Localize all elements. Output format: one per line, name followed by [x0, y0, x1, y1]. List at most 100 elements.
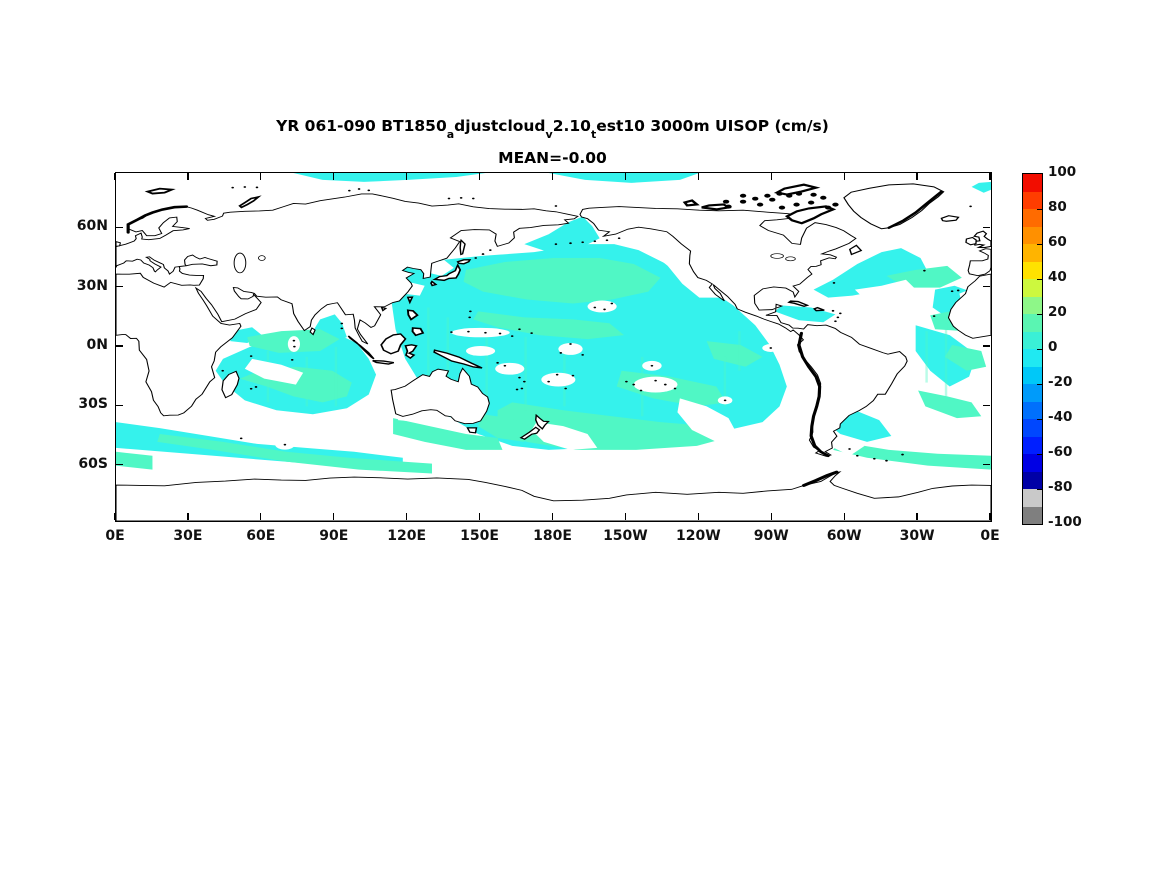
tick-mark: [114, 173, 116, 180]
map-shape: [467, 330, 470, 333]
contour-fill-region: [130, 362, 155, 405]
map-shape: [848, 448, 851, 450]
map-shape: [739, 193, 747, 198]
map-shape: [723, 399, 727, 402]
colorbar-segment: [1023, 489, 1042, 507]
colorbar-tick-mark: [1037, 418, 1042, 420]
contour-fill-region: [626, 232, 722, 298]
contour-fill-region: [473, 311, 624, 340]
map-shape: [795, 191, 803, 196]
colorbar-tick-mark: [1037, 243, 1042, 245]
contour-fill-region: [524, 337, 527, 411]
colorbar-segment: [1023, 261, 1042, 279]
map-shape: [593, 240, 597, 243]
x-axis-tick-label: 30W: [899, 528, 935, 544]
map-shape: [769, 197, 776, 202]
tick-mark: [770, 513, 772, 520]
map-shape: [820, 195, 827, 200]
map-shape: [347, 189, 351, 192]
coastline-path: [940, 215, 960, 222]
tick-mark: [333, 173, 335, 180]
map-shape: [901, 453, 904, 456]
map-shape: [488, 249, 492, 252]
tick-mark: [551, 173, 554, 180]
map-shape: [450, 331, 453, 334]
map-shape: [832, 282, 836, 284]
world-contour-map: [116, 173, 991, 521]
colorbar-segment: [1023, 331, 1042, 349]
colorbar-tick-mark: [1037, 383, 1042, 385]
map-shape: [605, 239, 609, 242]
coastline-path: [947, 273, 991, 339]
tick-mark: [624, 513, 626, 520]
map-shape: [495, 362, 525, 375]
map-shape: [503, 364, 507, 367]
coastline-path: [843, 183, 945, 230]
map-shape: [950, 290, 954, 293]
map-shape: [824, 205, 832, 210]
colorbar-tick-mark: [1037, 208, 1042, 210]
x-axis-tick-label: 180E: [533, 528, 572, 544]
colorbar-segment: [1023, 419, 1042, 437]
coastline-path: [456, 259, 472, 265]
contour-fill-region: [918, 390, 982, 419]
contour-fill-region: [531, 422, 598, 450]
map-shape: [221, 369, 225, 372]
contour-fill-region: [925, 331, 928, 383]
map-shape: [468, 316, 471, 319]
contour-fill-region: [677, 398, 739, 442]
colorbar-segment: [1023, 401, 1042, 419]
map-shape: [471, 197, 475, 200]
coastline-path: [411, 327, 425, 337]
coastline-path: [682, 199, 700, 207]
contour-fill-region: [116, 451, 153, 470]
colorbar-tick-mark: [1037, 278, 1042, 280]
colorbar-tick-label: 0: [1048, 339, 1058, 355]
colorbar-tick-mark: [1037, 348, 1042, 350]
map-shape: [569, 242, 572, 245]
tick-mark: [116, 286, 123, 288]
tick-mark: [116, 404, 123, 406]
colorbar-segment: [1023, 314, 1042, 332]
map-shape: [518, 328, 521, 331]
map-shape: [290, 358, 294, 361]
coastline-path: [519, 426, 541, 440]
map-shape: [287, 336, 300, 352]
map-shape: [231, 186, 235, 189]
coastline-path: [372, 359, 395, 365]
map-shape: [581, 241, 585, 244]
y-axis-tick-label: 0N: [86, 337, 108, 353]
contour-fill-region: [210, 404, 279, 429]
colorbar-segment: [1023, 244, 1042, 262]
map-shape: [872, 457, 876, 460]
tick-mark: [983, 404, 990, 406]
map-shape: [654, 379, 657, 382]
contour-fill-region: [157, 434, 432, 474]
tick-mark: [697, 173, 699, 180]
coastline-path: [812, 306, 825, 312]
colorbar-segment: [1023, 436, 1042, 454]
map-shape: [836, 316, 840, 319]
coastline-path: [972, 230, 991, 249]
colorbar-tick-mark: [1037, 313, 1042, 315]
x-axis-tick-label: 150W: [603, 528, 648, 544]
contour-fill-region: [293, 173, 486, 182]
map-shape: [956, 289, 960, 292]
map-shape: [554, 205, 558, 207]
map-shape: [340, 327, 344, 330]
tick-mark: [478, 173, 481, 180]
coastline-path: [221, 370, 240, 399]
tick-mark: [983, 464, 990, 466]
map-shape: [810, 192, 817, 197]
map-shape: [786, 193, 793, 198]
map-shape: [484, 331, 487, 334]
tick-mark: [406, 513, 408, 520]
map-shape: [855, 454, 859, 457]
map-shape: [610, 302, 614, 305]
tick-mark: [770, 173, 772, 180]
map-shape: [559, 352, 563, 354]
colorbar-segment: [1023, 296, 1042, 314]
contour-fill-region: [397, 412, 454, 427]
coastline-path: [238, 195, 262, 209]
y-axis-tick-label: 30S: [78, 396, 108, 413]
